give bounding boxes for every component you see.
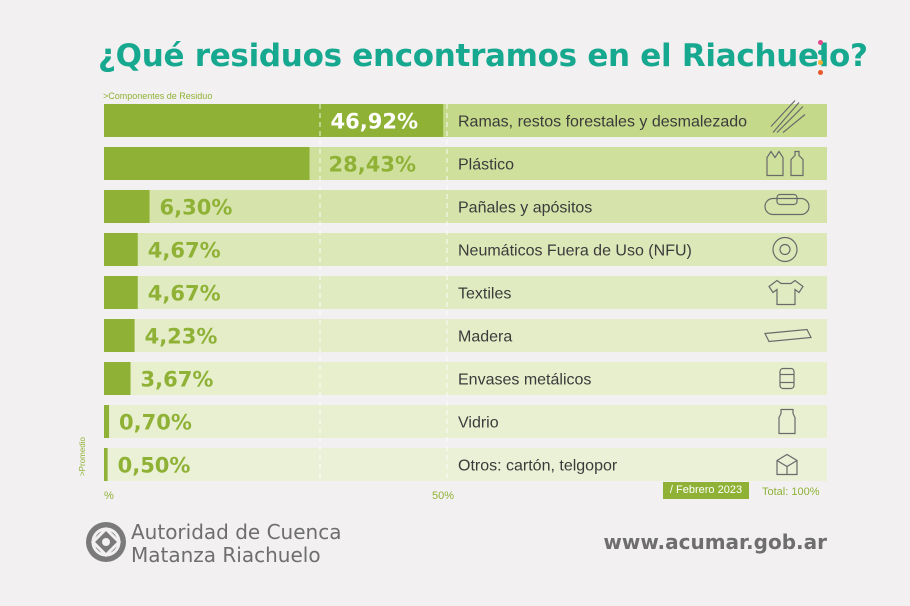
page-title: ¿Qué residuos encontramos en el Riachuel… — [98, 38, 868, 74]
tshirt-icon — [768, 279, 804, 306]
bar-row: 6,30% Pañales y apósitos — [104, 190, 827, 223]
bar-row: 0,70% Vidrio — [104, 405, 827, 438]
category-label: Pañales y apósitos — [458, 200, 592, 217]
value-label: 0,50% — [118, 454, 191, 478]
bar-track — [104, 276, 827, 309]
bar — [104, 405, 110, 438]
org-name-line2: Matanza Riachuelo — [131, 543, 321, 567]
bar-track — [104, 233, 827, 266]
bar-track — [104, 405, 827, 438]
value-label: 28,43% — [329, 153, 416, 177]
value-label: 4,67% — [148, 282, 221, 306]
value-label: 6,30% — [160, 196, 233, 220]
dot-teal — [818, 50, 823, 55]
axis-title: >Componentes de Residuo — [103, 91, 213, 101]
bar-track — [104, 190, 827, 223]
tick-label: 50% — [432, 490, 454, 502]
bar-row: 4,67% Textiles — [104, 276, 827, 309]
bar-row: 46,92% Ramas, restos forestales y desmale… — [104, 100, 827, 137]
bar-row: 4,67% Neumáticos Fuera de Uso (NFU) — [104, 233, 827, 266]
dot-pink — [818, 40, 823, 45]
tick-label: % — [104, 490, 114, 502]
value-label: 4,67% — [148, 239, 221, 263]
category-label: Envases metálicos — [458, 372, 591, 389]
dot-yellow — [818, 60, 823, 65]
value-label: 46,92% — [331, 110, 418, 134]
category-label: Madera — [458, 329, 512, 346]
bar-track — [104, 319, 827, 352]
total-label: Total: 100% — [762, 486, 820, 498]
bar-row: 4,23% Madera — [104, 319, 827, 352]
category-label: Vidrio — [458, 415, 499, 432]
bar-row: 28,43% Plástico — [104, 147, 827, 180]
bar — [104, 233, 138, 266]
acumar-logo-icon — [86, 522, 126, 562]
dot-orange — [818, 70, 823, 75]
wood-plank-icon — [764, 328, 812, 343]
bar — [104, 147, 310, 180]
branches-icon — [770, 100, 806, 133]
org-name-line1: Autoridad de Cuenca — [131, 520, 342, 544]
date-badge: / Febrero 2023 — [663, 482, 749, 499]
bar-row: 3,67% Envases metálicos — [104, 362, 827, 395]
value-label: 0,70% — [119, 411, 192, 435]
decorative-dots — [818, 40, 824, 80]
bar — [104, 276, 138, 309]
bar-row: 0,50% Otros: cartón, telgopor — [104, 448, 827, 481]
value-label: 3,67% — [141, 368, 214, 392]
bar — [104, 448, 108, 481]
glass-jar-icon — [778, 408, 796, 435]
category-label: Textiles — [458, 286, 511, 303]
category-label: Plástico — [458, 157, 514, 174]
bar-track — [104, 362, 827, 395]
category-label: Neumáticos Fuera de Uso (NFU) — [458, 243, 692, 260]
category-label: Ramas, restos forestales y desmalezado — [458, 114, 747, 131]
diaper-bandage-icon — [764, 193, 810, 216]
value-label: 4,23% — [145, 325, 218, 349]
bar — [104, 319, 135, 352]
category-label: Otros: cartón, telgopor — [458, 458, 618, 475]
bar — [104, 190, 150, 223]
cardboard-box-icon — [776, 453, 798, 476]
tire-icon — [772, 236, 798, 263]
bar — [104, 104, 444, 137]
website-url[interactable]: www.acumar.gob.ar — [603, 530, 827, 554]
tin-can-icon — [779, 367, 795, 390]
plastic-bag-bottle-icon — [766, 150, 804, 177]
bar — [104, 362, 131, 395]
bar-track — [104, 448, 827, 481]
